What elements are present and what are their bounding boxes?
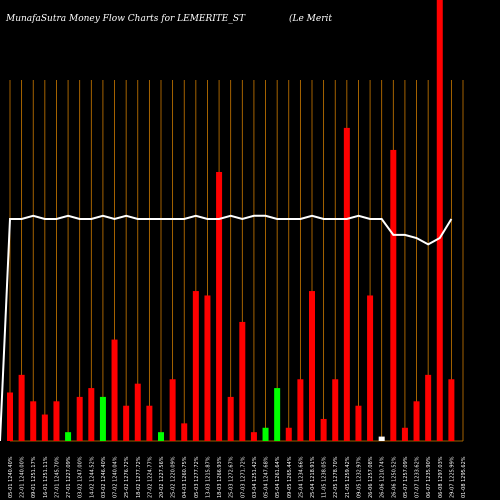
x-tick-label: 27-01 1245.70% [54, 456, 60, 498]
money-flow-bar [332, 379, 339, 441]
money-flow-bar [18, 374, 25, 441]
x-tick-label: 05-07 1257.09% [403, 456, 409, 498]
x-tick-label: 13-03 1215.87% [205, 456, 211, 498]
money-flow-bar [7, 392, 13, 441]
x-tick-label: 25-02 1276.72% [124, 456, 130, 498]
x-tick-label: 06-07 1235.90% [426, 456, 432, 498]
x-tick-label: 25-04 1218.91% [310, 456, 316, 498]
money-flow-bar [216, 171, 223, 442]
x-tick-label: 05-03 1277.72% [194, 456, 200, 498]
x-tick-labels: 05-01 1240.40% 22-01 1240.00% 09-01 1251.1… [8, 456, 467, 498]
money-flow-bar [41, 414, 48, 441]
x-tick-label: 11-05 1238.05% [322, 456, 328, 498]
money-flow-bar [239, 321, 246, 441]
money-flow-bar [262, 427, 269, 441]
x-tick-label: 05-04 1261.64% [275, 456, 281, 498]
x-tick-label: 27-02 1224.77% [147, 456, 153, 498]
line-layer [0, 214, 453, 442]
x-tick-label: 03-02 1247.00% [78, 456, 84, 498]
x-tick-label: 18-03 1266.93% [217, 456, 223, 498]
x-tick-label: 09-01 1251.17% [31, 456, 37, 498]
money-flow-bar [181, 423, 188, 441]
x-tick-label: 07-02 1240.04% [113, 456, 119, 498]
x-tick-label: 25-03 1272.67% [229, 456, 235, 498]
money-flow-bar [436, 0, 443, 441]
x-tick-label: 26-06 1257.08% [368, 456, 374, 498]
money-flow-bar [378, 436, 385, 441]
price-line [0, 214, 453, 442]
x-tick-label: 20-02 1227.56% [159, 456, 165, 498]
money-flow-bar [146, 405, 153, 441]
bar-layer [7, 0, 455, 442]
x-tick-label: 22-05 1278.70% [333, 456, 339, 498]
money-flow-bar [30, 401, 37, 441]
money-flow-bar [367, 295, 374, 441]
money-flow-bar [390, 149, 397, 441]
x-tick-label: 16-01 1251.11% [43, 456, 49, 498]
x-tick-label: 09-05 1232.97% [356, 456, 362, 498]
x-tick-label: 22-01 1240.00% [20, 456, 26, 498]
money-flow-bar [297, 379, 304, 441]
x-tick-label: 26-06 1250.52% [391, 456, 397, 498]
money-flow-bar [274, 388, 281, 441]
money-flow-bar [448, 379, 455, 441]
money-flow-bar [250, 432, 257, 441]
x-tick-label: 05-01 1240.40% [8, 456, 14, 498]
money-flow-bar [76, 396, 83, 441]
x-tick-label: 05-04 1247.68% [264, 456, 270, 498]
x-tick-label: 04-03 1260.75% [182, 456, 188, 498]
money-flow-bar [88, 388, 95, 441]
x-tick-label: 18-02 1277.72% [136, 456, 142, 498]
x-tick-label: 07-07 1233.62% [415, 456, 421, 498]
money-flow-bar [111, 339, 118, 441]
x-tick-label: 03-02 1246.40% [101, 456, 107, 498]
x-tick-label: 25-02 1220.09% [171, 456, 177, 498]
x-tick-label: 14-02 1244.52% [89, 456, 95, 498]
x-tick-label: 26-06 1210.74% [380, 456, 386, 498]
money-flow-bar [413, 401, 420, 441]
x-tick-label: 09-05 1265.44% [287, 456, 293, 498]
money-flow-bar [134, 383, 141, 441]
x-tick-label: 01-08 1295.62% [461, 456, 467, 498]
x-tick-label: 07-03 1271.72% [240, 456, 246, 498]
x-tick-label: 21-05 1259.42% [345, 456, 351, 498]
money-flow-bar [343, 127, 350, 441]
money-flow-bar [169, 379, 176, 441]
money-flow-bar [53, 401, 60, 441]
money-flow-bar [309, 291, 315, 441]
money-flow-bar [401, 427, 408, 441]
money-flow-bar [204, 295, 211, 441]
money-flow-bar [425, 374, 432, 441]
x-tick-label: 25-04 1234.66% [298, 456, 304, 498]
money-flow-bar [320, 418, 327, 441]
x-tick-label: 29-07 1225.99% [449, 456, 455, 498]
money-flow-bar [65, 432, 72, 441]
money-flow-bar [158, 432, 164, 441]
money-flow-bar [227, 396, 234, 441]
money-flow-bar [99, 396, 106, 441]
money-flow-bar [123, 405, 130, 441]
money-flow-bar [355, 405, 362, 441]
x-tick-label: 06-08 1297.03% [438, 456, 444, 498]
money-flow-bar [285, 427, 292, 441]
x-tick-label: 03-04 1251.42% [252, 456, 258, 498]
money-flow-bar [192, 291, 199, 441]
chart-subtitle: (Le Merit [289, 14, 333, 24]
chart-title: MunafaSutra Money Flow Charts for LEMERI… [6, 14, 246, 24]
x-tick-label: 27-01 1227.09% [66, 456, 72, 498]
